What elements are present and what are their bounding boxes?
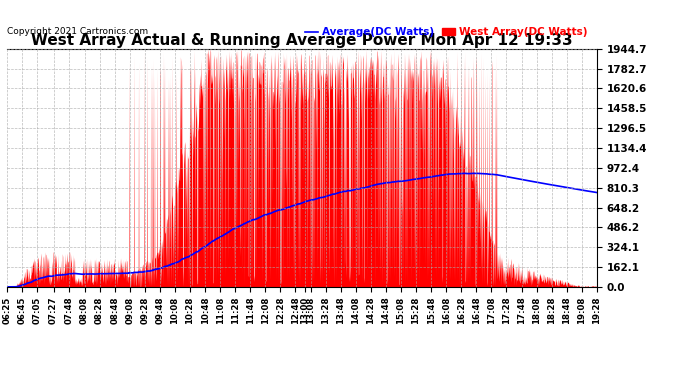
Text: Copyright 2021 Cartronics.com: Copyright 2021 Cartronics.com (7, 27, 148, 36)
Title: West Array Actual & Running Average Power Mon Apr 12 19:33: West Array Actual & Running Average Powe… (31, 33, 573, 48)
Legend: Average(DC Watts), West Array(DC Watts): Average(DC Watts), West Array(DC Watts) (301, 23, 591, 41)
